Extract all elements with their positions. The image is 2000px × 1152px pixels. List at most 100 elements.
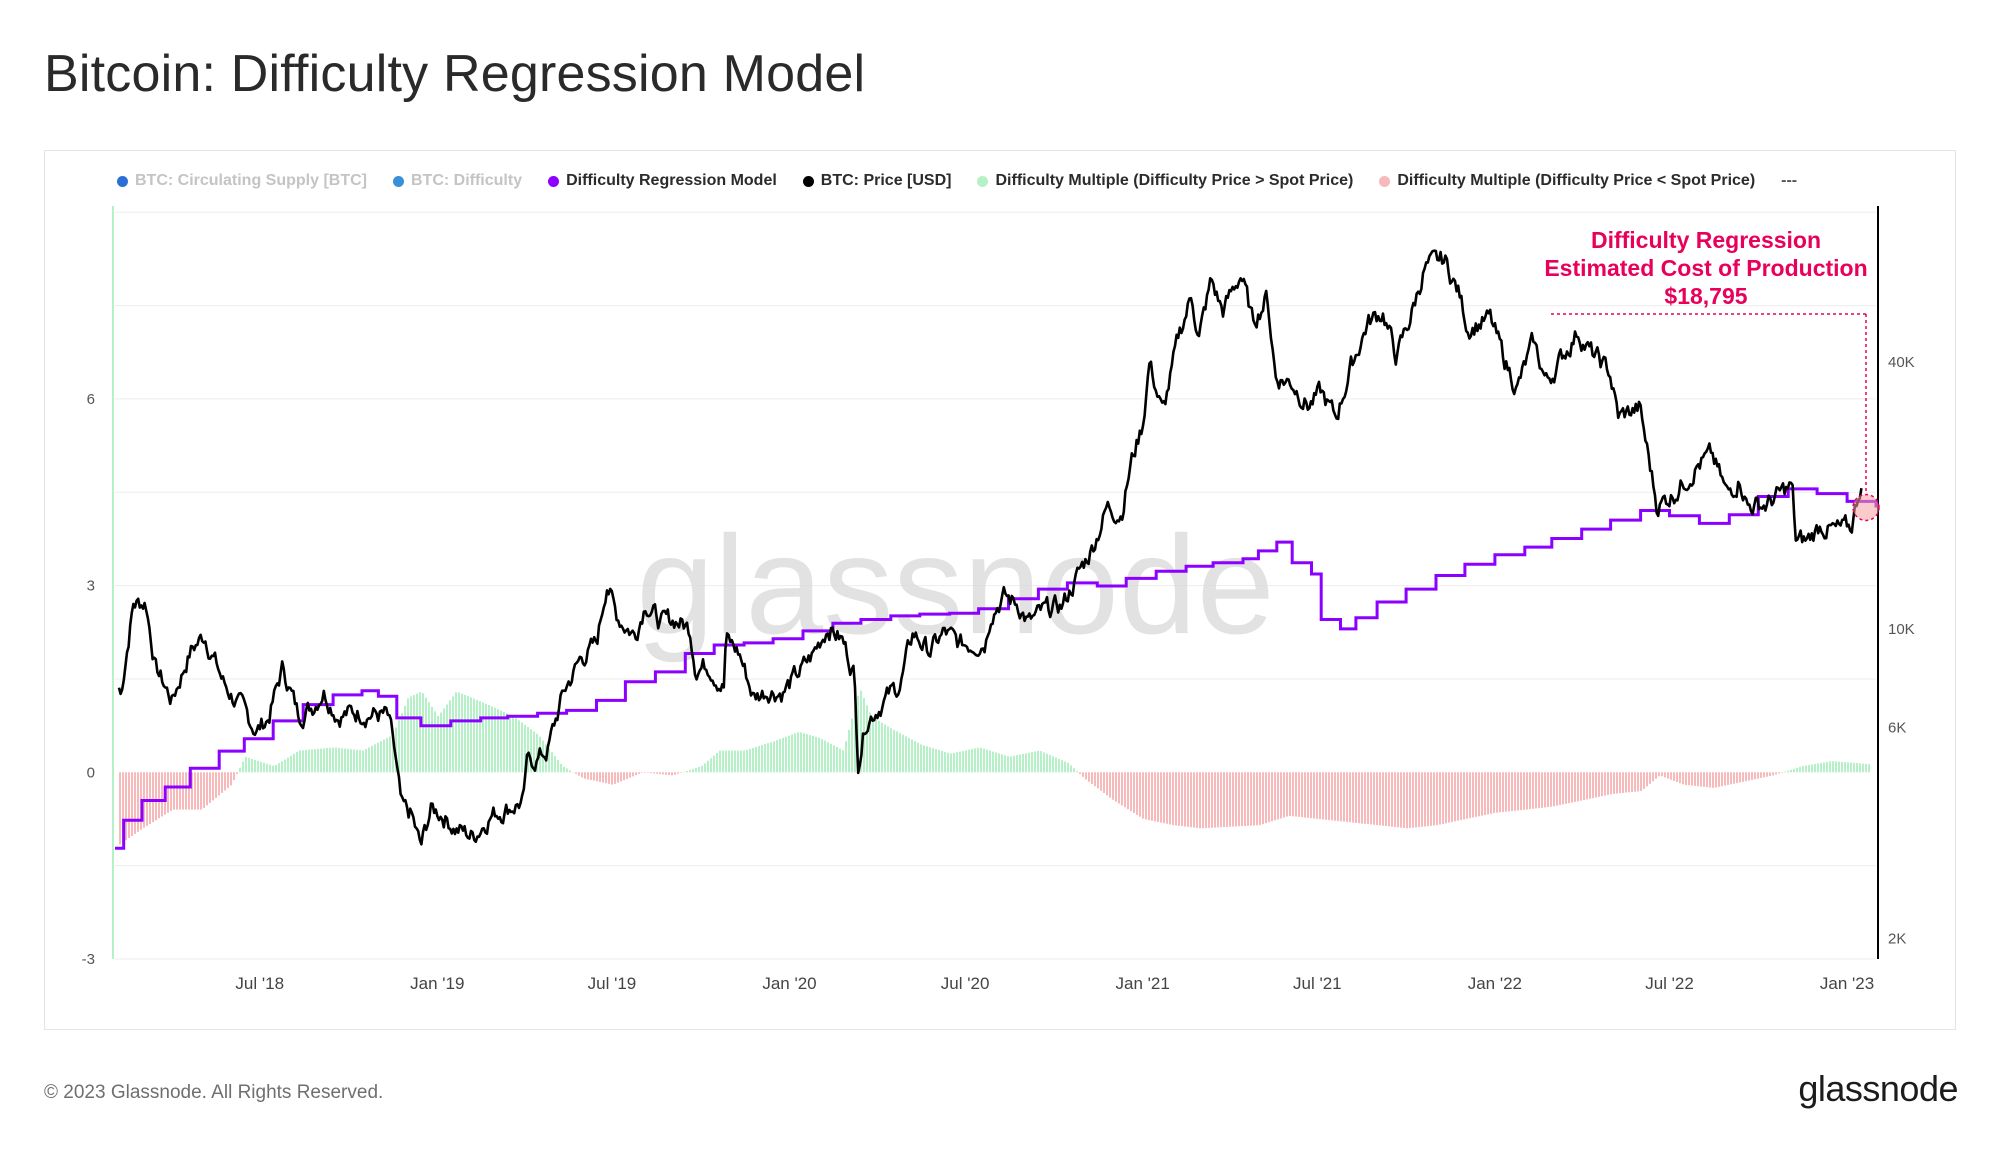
- multiple-bar-positive: [830, 743, 832, 773]
- multiple-bar-negative: [614, 772, 616, 784]
- legend-item[interactable]: Difficulty Multiple (Difficulty Price < …: [1379, 172, 1755, 190]
- multiple-bar-positive: [446, 704, 448, 773]
- multiple-bar-positive: [929, 747, 931, 773]
- multiple-bar-negative: [1754, 772, 1756, 780]
- multiple-bar-negative: [1469, 772, 1471, 819]
- multiple-bar-negative: [152, 772, 154, 823]
- multiple-bar-negative: [1133, 772, 1135, 813]
- multiple-bar-positive: [1073, 768, 1075, 773]
- multiple-bar-negative: [1337, 772, 1339, 822]
- multiple-bar-negative: [1631, 772, 1633, 792]
- multiple-bar-positive: [314, 749, 316, 773]
- multiple-bar-positive: [332, 747, 334, 773]
- multiple-bar-positive: [473, 698, 475, 773]
- multiple-bar-positive: [1859, 763, 1861, 773]
- multiple-bar-positive: [488, 704, 490, 773]
- legend-item[interactable]: BTC: Difficulty: [392, 172, 522, 190]
- multiple-bar-positive: [926, 746, 928, 773]
- legend-item[interactable]: Difficulty Multiple (Difficulty Price > …: [977, 172, 1353, 190]
- multiple-bar-positive: [440, 712, 442, 773]
- multiple-bar-negative: [1349, 772, 1351, 823]
- multiple-bar-positive: [1811, 764, 1813, 773]
- multiple-bar-negative: [1220, 772, 1222, 828]
- multiple-bar-negative: [1598, 772, 1600, 797]
- legend-dot-icon: [977, 175, 989, 187]
- multiple-bar-negative: [221, 772, 223, 793]
- legend-label: BTC: Price [USD]: [820, 172, 952, 189]
- legend-item[interactable]: BTC: Price [USD]: [802, 172, 952, 190]
- multiple-bar-negative: [1454, 772, 1456, 822]
- multiple-bar-positive: [977, 747, 979, 773]
- annotation-text: Difficulty Regression: [1591, 227, 1821, 253]
- multiple-bar-negative: [1565, 772, 1567, 804]
- multiple-bar-positive: [1793, 768, 1795, 773]
- multiple-bar-positive: [251, 758, 253, 773]
- multiple-bar-positive: [893, 729, 895, 773]
- multiple-bar-negative: [1484, 772, 1486, 816]
- multiple-bar-positive: [350, 749, 352, 773]
- x-axis-tick-label: Jan '19: [410, 974, 464, 993]
- multiple-bar-positive: [560, 763, 562, 773]
- multiple-bar-negative: [1169, 772, 1171, 825]
- multiple-bar-positive: [1064, 761, 1066, 773]
- chart-frame: glassnode -3 0 3 6 2K 6K 10K 40K Jul '18 Jan '19 Ju…: [44, 150, 1956, 1030]
- multiple-bar-negative: [1199, 772, 1201, 829]
- multiple-bar-positive: [833, 745, 835, 773]
- multiple-bar-positive: [890, 728, 892, 773]
- multiple-bar-negative: [1499, 772, 1501, 813]
- multiple-bar-negative: [1673, 772, 1675, 781]
- multiple-bar-positive: [1019, 754, 1021, 773]
- multiple-bar-negative: [1691, 772, 1693, 786]
- multiple-bar-positive: [803, 733, 805, 773]
- multiple-bar-positive: [971, 749, 973, 773]
- multiple-bar-negative: [1472, 772, 1474, 818]
- legend-more-button[interactable]: ---: [1781, 172, 1798, 189]
- multiple-bar-negative: [1433, 772, 1435, 826]
- multiple-bar-negative: [602, 772, 604, 783]
- legend-item[interactable]: Difficulty Regression Model: [548, 172, 777, 190]
- multiple-bar-negative: [1520, 772, 1522, 811]
- multiple-bar-negative: [1151, 772, 1153, 821]
- multiple-bar-negative: [1634, 772, 1636, 792]
- multiple-bar-negative: [1373, 772, 1375, 825]
- multiple-bar-positive: [554, 756, 556, 773]
- multiple-bar-negative: [1166, 772, 1168, 824]
- multiple-bar-negative: [1760, 772, 1762, 778]
- multiple-bar-positive: [407, 698, 409, 773]
- multiple-bar-positive: [866, 705, 868, 773]
- right-axis-tick-label: 2K: [1888, 931, 1906, 948]
- multiple-bar-negative: [185, 772, 187, 810]
- multiple-bar-negative: [1274, 772, 1276, 821]
- multiple-bar-positive: [908, 737, 910, 773]
- multiple-bar-negative: [1370, 772, 1372, 825]
- multiple-bar-positive: [1850, 762, 1852, 773]
- price-line[interactable]: [117, 249, 1863, 846]
- brand-logo[interactable]: glassnode: [1798, 1068, 1958, 1109]
- legend-item[interactable]: BTC: Circulating Supply [BTC]: [117, 172, 367, 190]
- multiple-bar-negative: [1343, 772, 1345, 822]
- multiple-bar-negative: [1253, 772, 1255, 826]
- multiple-bar-negative: [1364, 772, 1366, 824]
- multiple-bar-negative: [1328, 772, 1330, 821]
- multiple-bar-negative: [1256, 772, 1258, 826]
- multiple-bar-positive: [887, 726, 889, 773]
- multiple-bar-positive: [266, 763, 268, 773]
- multiple-bar-negative: [1493, 772, 1495, 814]
- multiple-bar-positive: [326, 748, 328, 773]
- multiple-bar-negative: [1748, 772, 1750, 781]
- multiple-bar-positive: [395, 727, 397, 773]
- multiple-bar-negative: [1778, 772, 1780, 774]
- multiple-bar-positive: [536, 733, 538, 773]
- multiple-bar-positive: [683, 771, 685, 773]
- multiple-bar-positive: [1061, 760, 1063, 773]
- multiple-bar-negative: [1094, 772, 1096, 787]
- multiple-bar-positive: [959, 751, 961, 773]
- multiple-bar-positive: [509, 714, 511, 773]
- multiple-bar-negative: [1157, 772, 1159, 822]
- multiple-bar-negative: [1178, 772, 1180, 826]
- multiple-bar-positive: [392, 734, 394, 773]
- multiple-bar-negative: [215, 772, 217, 798]
- multiple-bar-positive: [1832, 761, 1834, 773]
- multiple-bar-positive: [362, 750, 364, 773]
